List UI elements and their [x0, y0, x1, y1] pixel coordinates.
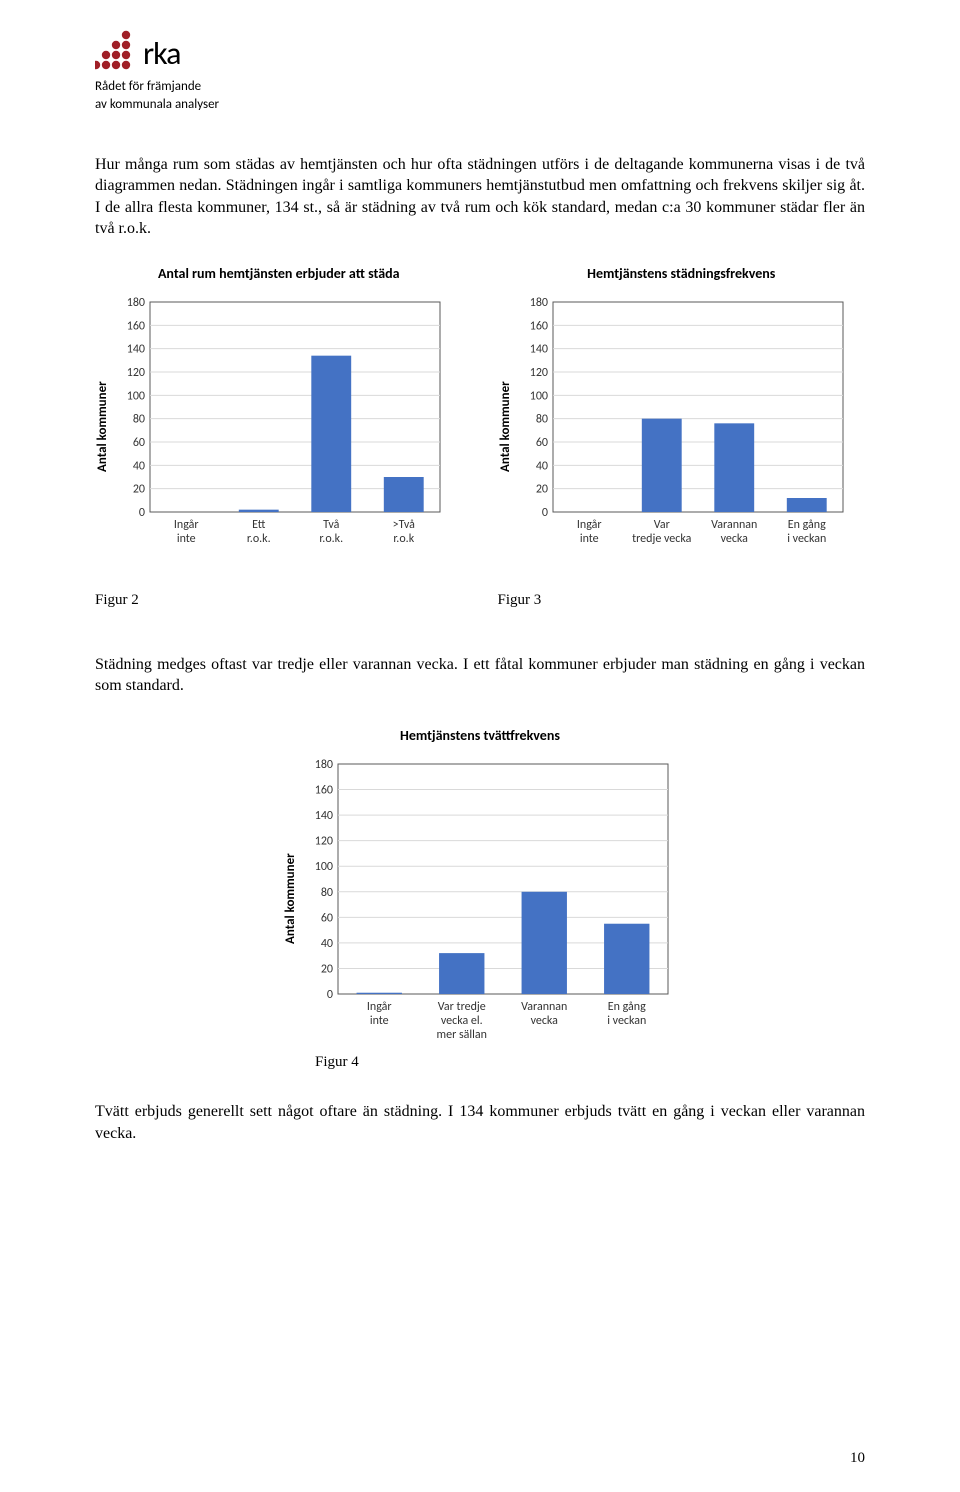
svg-text:180: 180 [127, 296, 145, 310]
logo-sub-2: av kommunala analyser [95, 97, 865, 113]
svg-text:Varannan: Varannan [521, 1000, 567, 1014]
svg-text:140: 140 [529, 343, 547, 357]
chart-1-title: Antal rum hemtjänsten erbjuder att städa [95, 265, 463, 282]
svg-text:80: 80 [133, 413, 145, 427]
svg-text:20: 20 [320, 963, 332, 977]
page-number: 10 [850, 1450, 865, 1467]
svg-text:i veckan: i veckan [607, 1014, 646, 1028]
svg-text:100: 100 [314, 860, 332, 874]
svg-text:160: 160 [127, 319, 145, 333]
svg-text:Ingår: Ingår [174, 518, 199, 532]
svg-text:Varannan: Varannan [711, 518, 757, 532]
svg-text:60: 60 [320, 911, 332, 925]
svg-text:80: 80 [320, 886, 332, 900]
charts-row-top: Antal rum hemtjänsten erbjuder att städa… [95, 265, 865, 562]
svg-text:100: 100 [529, 389, 547, 403]
svg-text:En gång: En gång [607, 1000, 645, 1014]
svg-text:0: 0 [541, 506, 547, 520]
svg-text:140: 140 [314, 809, 332, 823]
svg-text:40: 40 [133, 459, 145, 473]
svg-text:120: 120 [127, 366, 145, 380]
svg-text:i veckan: i veckan [787, 532, 826, 546]
fig-caption-row: Figur 2 Figur 3 [95, 577, 865, 629]
svg-text:60: 60 [133, 436, 145, 450]
figure-3-caption: Figur 3 [498, 592, 866, 609]
svg-text:inte: inte [579, 532, 598, 546]
logo-block: rka Rådet för främjande av kommunala ana… [95, 30, 865, 114]
svg-text:Ingår: Ingår [366, 1000, 391, 1014]
svg-text:80: 80 [535, 413, 547, 427]
chart-3-wrap: Hemtjänstens tvättfrekvens Antal kommune… [95, 727, 865, 1044]
svg-text:180: 180 [529, 296, 547, 310]
chart-3-ylabel: Antal kommuner [283, 754, 298, 1044]
svg-text:>Två: >Två [393, 518, 416, 532]
logo-sub-1: Rådet för främjande [95, 79, 865, 95]
svg-text:20: 20 [133, 483, 145, 497]
svg-text:Var: Var [653, 518, 669, 532]
chart-2-svg: 0 20 40 60 80 100 120 140 160 180 Ingårinte Vartred… [513, 292, 853, 562]
figure-2-caption: Figur 2 [95, 592, 463, 609]
svg-text:Två: Två [323, 518, 340, 532]
paragraph-2: Städning medges oftast var tredje eller … [95, 654, 865, 697]
svg-text:20: 20 [535, 483, 547, 497]
chart-3-title: Hemtjänstens tvättfrekvens [283, 727, 678, 744]
svg-text:100: 100 [127, 389, 145, 403]
svg-text:tredje vecka: tredje vecka [632, 532, 691, 546]
svg-text:vecka el.: vecka el. [440, 1014, 482, 1028]
svg-text:Var tredje: Var tredje [437, 1000, 485, 1014]
page: rka Rådet för främjande av kommunala ana… [0, 0, 960, 1492]
svg-text:40: 40 [535, 459, 547, 473]
chart-3-svg: 0 20 40 60 80 100 120 140 160 180 Ingårinte Var tre… [298, 754, 678, 1044]
svg-text:r.o.k: r.o.k [393, 532, 414, 546]
chart-1-svg: 020406080100120140160180IngårinteEttr.o.… [110, 292, 450, 562]
logo-name: rka [143, 34, 180, 73]
svg-text:0: 0 [139, 506, 145, 520]
svg-text:En gång: En gång [787, 518, 825, 532]
svg-text:40: 40 [320, 937, 332, 951]
paragraph-3: Tvätt erbjuds generellt sett något oftar… [95, 1101, 865, 1144]
logo-dots-icon [95, 30, 137, 77]
svg-text:160: 160 [529, 319, 547, 333]
chart-2-title: Hemtjänstens städningsfrekvens [498, 265, 866, 282]
svg-text:mer sällan: mer sällan [436, 1028, 486, 1042]
svg-text:120: 120 [529, 366, 547, 380]
svg-text:Ett: Ett [252, 518, 266, 532]
svg-text:180: 180 [314, 758, 332, 772]
chart-2-ylabel: Antal kommuner [498, 292, 513, 562]
svg-text:60: 60 [535, 436, 547, 450]
chart-1-ylabel: Antal kommuner [95, 292, 110, 562]
svg-text:0: 0 [326, 988, 332, 1002]
svg-text:Ingår: Ingår [576, 518, 601, 532]
svg-text:r.o.k.: r.o.k. [319, 532, 343, 546]
paragraph-1: Hur många rum som städas av hemtjänsten … [95, 154, 865, 240]
chart-2-box: Hemtjänstens städningsfrekvens Antal kom… [498, 265, 866, 562]
svg-text:inte: inte [177, 532, 196, 546]
chart-1-box: Antal rum hemtjänsten erbjuder att städa… [95, 265, 463, 562]
figure-4-caption: Figur 4 [315, 1054, 865, 1071]
svg-text:140: 140 [127, 343, 145, 357]
svg-text:120: 120 [314, 835, 332, 849]
svg-text:inte: inte [369, 1014, 388, 1028]
svg-text:160: 160 [314, 784, 332, 798]
svg-text:r.o.k.: r.o.k. [247, 532, 271, 546]
svg-text:vecka: vecka [530, 1014, 558, 1028]
chart-3-box: Hemtjänstens tvättfrekvens Antal kommune… [283, 727, 678, 1044]
svg-text:vecka: vecka [720, 532, 748, 546]
